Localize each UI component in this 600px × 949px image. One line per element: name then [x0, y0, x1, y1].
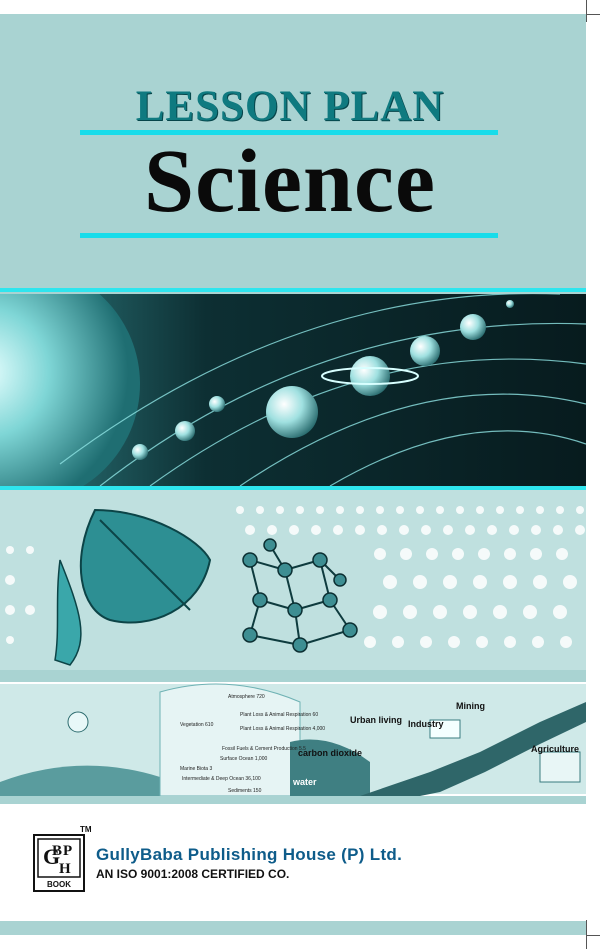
series-title: LESSON PLAN [135, 83, 445, 130]
label-carbon-dioxide: carbon dioxide [298, 748, 363, 758]
planet-uranus-icon [410, 336, 440, 366]
planet-pluto-icon [506, 300, 514, 308]
label-sediments: Sediments 150 [228, 788, 262, 794]
road-icon [360, 702, 586, 796]
title-rule-top [80, 130, 498, 135]
planet-jupiter-icon [266, 386, 318, 438]
carbon-cycle-banner [0, 682, 586, 796]
crop-mark-top-h [586, 14, 600, 15]
label-urban-living: Urban living [350, 715, 403, 725]
industry-building-icon [429, 719, 461, 739]
label-marine-biota: Marine Biota 3 [180, 766, 213, 772]
science-dots-illustration [0, 490, 586, 670]
logo-letter-h: H [59, 861, 71, 877]
label-intermediate-ocean: Intermediate & Deep Ocean 36,100 [182, 776, 261, 782]
logo-caption: BOOK [47, 880, 71, 889]
label-plant-loss: Plant Loss & Animal Respiration 60 [240, 712, 319, 718]
planet-saturn-icon [321, 356, 419, 396]
logo-letter-p: P [63, 843, 72, 859]
leaf-plant-icon [54, 508, 212, 666]
farm-barn-icon [539, 751, 581, 783]
planet-venus-icon [175, 421, 195, 441]
planet-mercury-icon [132, 444, 148, 460]
planet-earth-icon [209, 396, 225, 412]
logo-letter-g: G [43, 844, 60, 869]
hot-air-balloon-icon [67, 711, 89, 733]
molecule-structure-icon [242, 538, 358, 653]
trademark-symbol: TM [80, 825, 92, 834]
solar-system-illustration [0, 294, 586, 486]
crop-mark-bottom [586, 920, 587, 949]
publisher-panel [0, 804, 586, 921]
space-band-top-line [0, 288, 586, 292]
sun-icon [0, 294, 140, 486]
label-vegetation: Vegetation 610 [180, 722, 214, 728]
label-respiration: Plant Loss & Animal Respiration 4,000 [240, 726, 326, 732]
space-band-bottom-line [0, 486, 586, 490]
label-fossil-fuels: Fossil Fuels & Cement Production 5.5 [222, 746, 306, 752]
label-atmosphere: Atmosphere 720 [228, 694, 265, 700]
publisher-name: GullyBaba Publishing House (P) Ltd. [96, 845, 403, 864]
publisher-logo: G B H P BOOK [33, 834, 85, 892]
subject-title: Science [144, 132, 436, 231]
label-agriculture: Agriculture [531, 744, 580, 754]
label-mining: Mining [456, 701, 485, 711]
label-industry: Industry [408, 719, 444, 729]
crop-mark-bottom-h [586, 935, 600, 936]
label-surface-ocean: Surface Ocean 1,000 [220, 756, 268, 762]
publisher-certification: AN ISO 9001:2008 CERTIFIED CO. [96, 867, 290, 881]
logo-letter-b: B [52, 843, 62, 859]
planet-neptune-icon [460, 314, 486, 340]
label-water: water [293, 777, 317, 787]
crop-mark-top [586, 0, 587, 22]
title-rule-bottom [80, 233, 498, 238]
cover-content: LESSON PLAN Science [0, 83, 586, 921]
